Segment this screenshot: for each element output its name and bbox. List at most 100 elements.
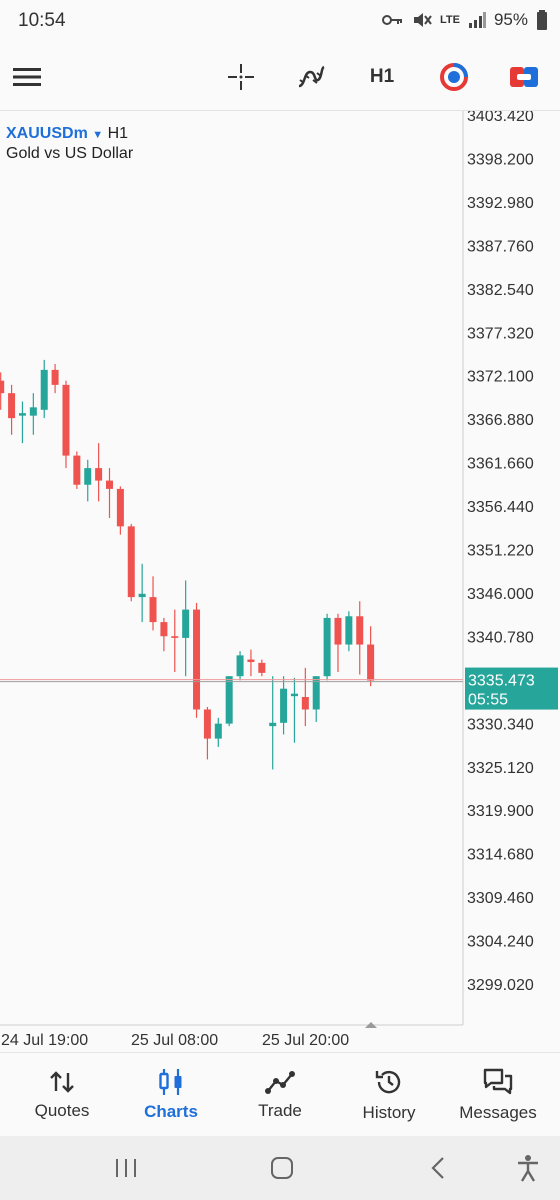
nav-history[interactable]: History xyxy=(334,1053,444,1137)
time-tick-label: 24 Jul 19:00 xyxy=(1,1032,88,1049)
recent-apps-icon xyxy=(116,1159,136,1177)
price-tick-label: 3366.880 xyxy=(467,412,534,429)
current-price-value: 3335.473 xyxy=(468,673,535,690)
back-button[interactable] xyxy=(418,1152,458,1184)
nav-messages-label: Messages xyxy=(459,1103,537,1122)
candle-body xyxy=(203,709,211,739)
price-tick-label: 3319.900 xyxy=(467,803,534,820)
bottom-navigation: Quotes Charts Trade History Messages xyxy=(0,1052,560,1137)
price-tick-label: 3392.980 xyxy=(467,195,534,212)
back-icon xyxy=(431,1157,444,1179)
menu-button[interactable] xyxy=(4,54,50,100)
price-tick-label: 3351.220 xyxy=(467,543,534,560)
system-navigation-bar xyxy=(0,1136,560,1200)
crosshair-icon xyxy=(228,64,254,90)
nav-messages[interactable]: Messages xyxy=(443,1053,553,1137)
new-order-button[interactable] xyxy=(501,54,547,100)
candle-body xyxy=(106,480,113,489)
candle-body xyxy=(345,616,353,645)
price-tick-label: 3377.320 xyxy=(467,325,534,342)
bar-countdown: 05:55 xyxy=(468,692,508,709)
home-icon xyxy=(271,1157,293,1179)
chart-area[interactable]: 3403.420 3398.200 3392.980 3387.760 3382.540… xyxy=(0,111,560,1051)
candle-body xyxy=(312,676,320,710)
candle-body xyxy=(84,468,92,485)
chart-toolbar: H1 xyxy=(0,44,560,111)
candle-body xyxy=(290,693,298,697)
status-time: 10:54 xyxy=(18,10,66,31)
candle-body xyxy=(51,369,59,385)
price-tick-label: 3398.200 xyxy=(467,151,534,168)
nav-charts[interactable]: Charts xyxy=(116,1053,226,1137)
price-tick-label: 3387.760 xyxy=(467,238,534,255)
status-icons: LTE 95% xyxy=(382,10,548,30)
signal-icon xyxy=(468,12,486,28)
candle-body xyxy=(334,617,342,645)
chart-timeframe: H1 xyxy=(107,125,129,142)
key-icon xyxy=(382,15,402,25)
mute-icon xyxy=(414,13,432,27)
trade-icon xyxy=(265,1071,295,1094)
candle-body xyxy=(73,455,81,485)
menu-icon xyxy=(13,68,41,86)
timeframe-button[interactable]: H1 xyxy=(359,54,405,100)
home-button[interactable] xyxy=(262,1152,302,1184)
price-tick-label: 3330.340 xyxy=(467,716,534,733)
candle-body xyxy=(149,597,157,623)
candle-body xyxy=(367,644,375,681)
candlestick-chart[interactable]: 3403.420 3398.200 3392.980 3387.760 3382.540… xyxy=(0,111,560,1051)
battery-level: 95% xyxy=(493,10,528,29)
price-tick-label: 3309.460 xyxy=(467,890,534,907)
messages-icon xyxy=(483,1068,513,1095)
candle-body xyxy=(225,676,233,724)
candle-body xyxy=(258,662,266,673)
recent-apps-button[interactable] xyxy=(106,1152,146,1184)
candle-body xyxy=(323,617,331,677)
nav-quotes-label: Quotes xyxy=(34,1101,90,1120)
candle-body xyxy=(62,384,70,456)
indicators-icon xyxy=(298,65,325,88)
price-tick-label: 3340.780 xyxy=(467,629,534,646)
candle-body xyxy=(29,407,37,416)
accessibility-button[interactable] xyxy=(508,1152,548,1184)
candle-body xyxy=(127,526,135,598)
candle-body xyxy=(171,636,179,638)
new-order-icon xyxy=(510,67,538,87)
nav-trade[interactable]: Trade xyxy=(225,1053,335,1137)
price-tick-label: 3382.540 xyxy=(467,282,534,299)
price-tick-label: 3304.240 xyxy=(467,934,534,951)
price-tick-label: 3299.020 xyxy=(467,977,534,994)
candle-body xyxy=(214,723,222,739)
time-tick-label: 25 Jul 20:00 xyxy=(262,1032,349,1049)
candle-body xyxy=(236,655,244,677)
candle-body xyxy=(301,696,309,710)
candle-body xyxy=(247,659,255,663)
candle-body xyxy=(193,609,201,710)
battery-icon xyxy=(537,10,547,30)
price-tick-label: 3325.120 xyxy=(467,760,534,777)
candle-body xyxy=(40,369,48,410)
nav-trade-label: Trade xyxy=(258,1101,302,1120)
time-tick-label: 25 Jul 08:00 xyxy=(131,1032,218,1049)
nav-quotes[interactable]: Quotes xyxy=(7,1053,117,1137)
one-click-trading-button[interactable] xyxy=(431,54,477,100)
scroll-to-end-marker xyxy=(365,1022,377,1028)
candle-body xyxy=(356,616,364,645)
symbol-selector[interactable]: XAUUSDm ▼ H1 xyxy=(6,125,128,143)
one-click-trading-icon xyxy=(440,63,468,91)
price-tick-label: 3314.680 xyxy=(467,847,534,864)
price-tick-label: 3372.100 xyxy=(467,369,534,386)
nav-history-label: History xyxy=(362,1103,416,1122)
indicators-button[interactable] xyxy=(288,54,334,100)
candle-body xyxy=(280,688,288,723)
candle-body xyxy=(182,609,190,638)
candle-body xyxy=(116,488,124,527)
crosshair-button[interactable] xyxy=(218,54,264,100)
current-price-tag xyxy=(465,667,558,710)
symbol-name: XAUUSDm xyxy=(6,125,88,142)
network-type: LTE xyxy=(440,14,460,26)
candle-body xyxy=(0,380,5,394)
quotes-icon xyxy=(50,1071,74,1093)
price-tick-label: 3403.420 xyxy=(467,111,534,125)
symbol-description: Gold vs US Dollar xyxy=(6,145,134,162)
